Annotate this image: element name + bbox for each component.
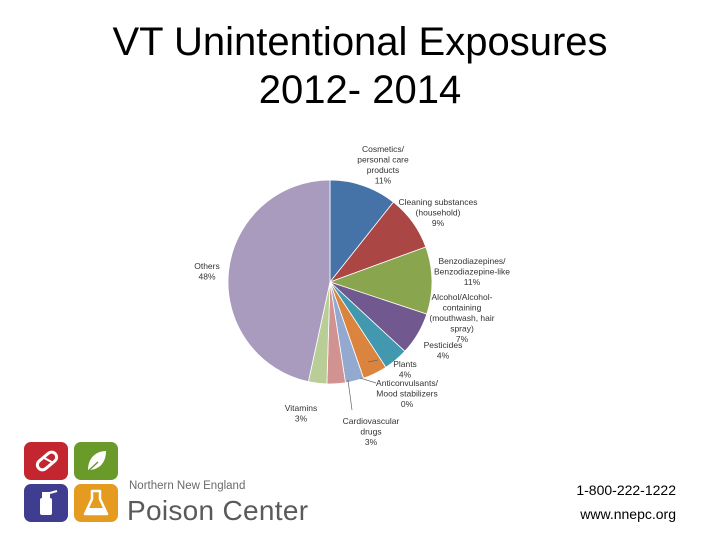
slice-label: Plants 4% bbox=[393, 359, 417, 380]
pie-slice bbox=[227, 179, 331, 383]
slice-label: Benzodiazepines/Benzodiazepine-like 11% bbox=[434, 256, 510, 287]
slice-label: Cosmetics/personal care products 11% bbox=[357, 144, 409, 186]
slice-label: Others 48% bbox=[194, 261, 220, 282]
label-leader-line bbox=[347, 379, 353, 411]
slice-label: Cardiovascular drugs 3% bbox=[343, 416, 400, 447]
contact-info: 1-800-222-1222 www.nnepc.org bbox=[576, 478, 676, 526]
phone-number: 1-800-222-1222 bbox=[576, 482, 676, 498]
label-leader-line bbox=[367, 359, 379, 363]
pie-slice bbox=[329, 179, 394, 284]
pill-icon bbox=[24, 442, 68, 480]
logo-text-name: Poison Center bbox=[127, 495, 309, 526]
flask-icon bbox=[74, 484, 118, 522]
poison-center-logo: Northern New England Poison Center bbox=[22, 440, 322, 526]
title-line-1: VT Unintentional Exposures bbox=[112, 20, 608, 64]
slide-title: VT Unintentional Exposures 2012- 2014 bbox=[0, 18, 720, 114]
slice-label: Cleaning substances (household) 9% bbox=[399, 197, 478, 228]
pie-slice bbox=[328, 246, 433, 315]
slice-label: Alcohol/Alcohol-containing (mouthwash, ha… bbox=[429, 292, 494, 344]
label-leader-line bbox=[359, 377, 377, 384]
leaf-icon bbox=[74, 442, 118, 480]
spray-bottle-icon bbox=[24, 484, 68, 522]
website: www.nnepc.org bbox=[580, 506, 676, 522]
slice-label: Pesticides 4% bbox=[424, 340, 463, 361]
slice-label: Anticonvulsants/Mood stabilizers 0% bbox=[376, 378, 439, 409]
title-line-2: 2012- 2014 bbox=[258, 68, 462, 112]
slice-label: Vitamins 3% bbox=[285, 403, 317, 424]
logo-text-region: Northern New England bbox=[129, 480, 246, 492]
